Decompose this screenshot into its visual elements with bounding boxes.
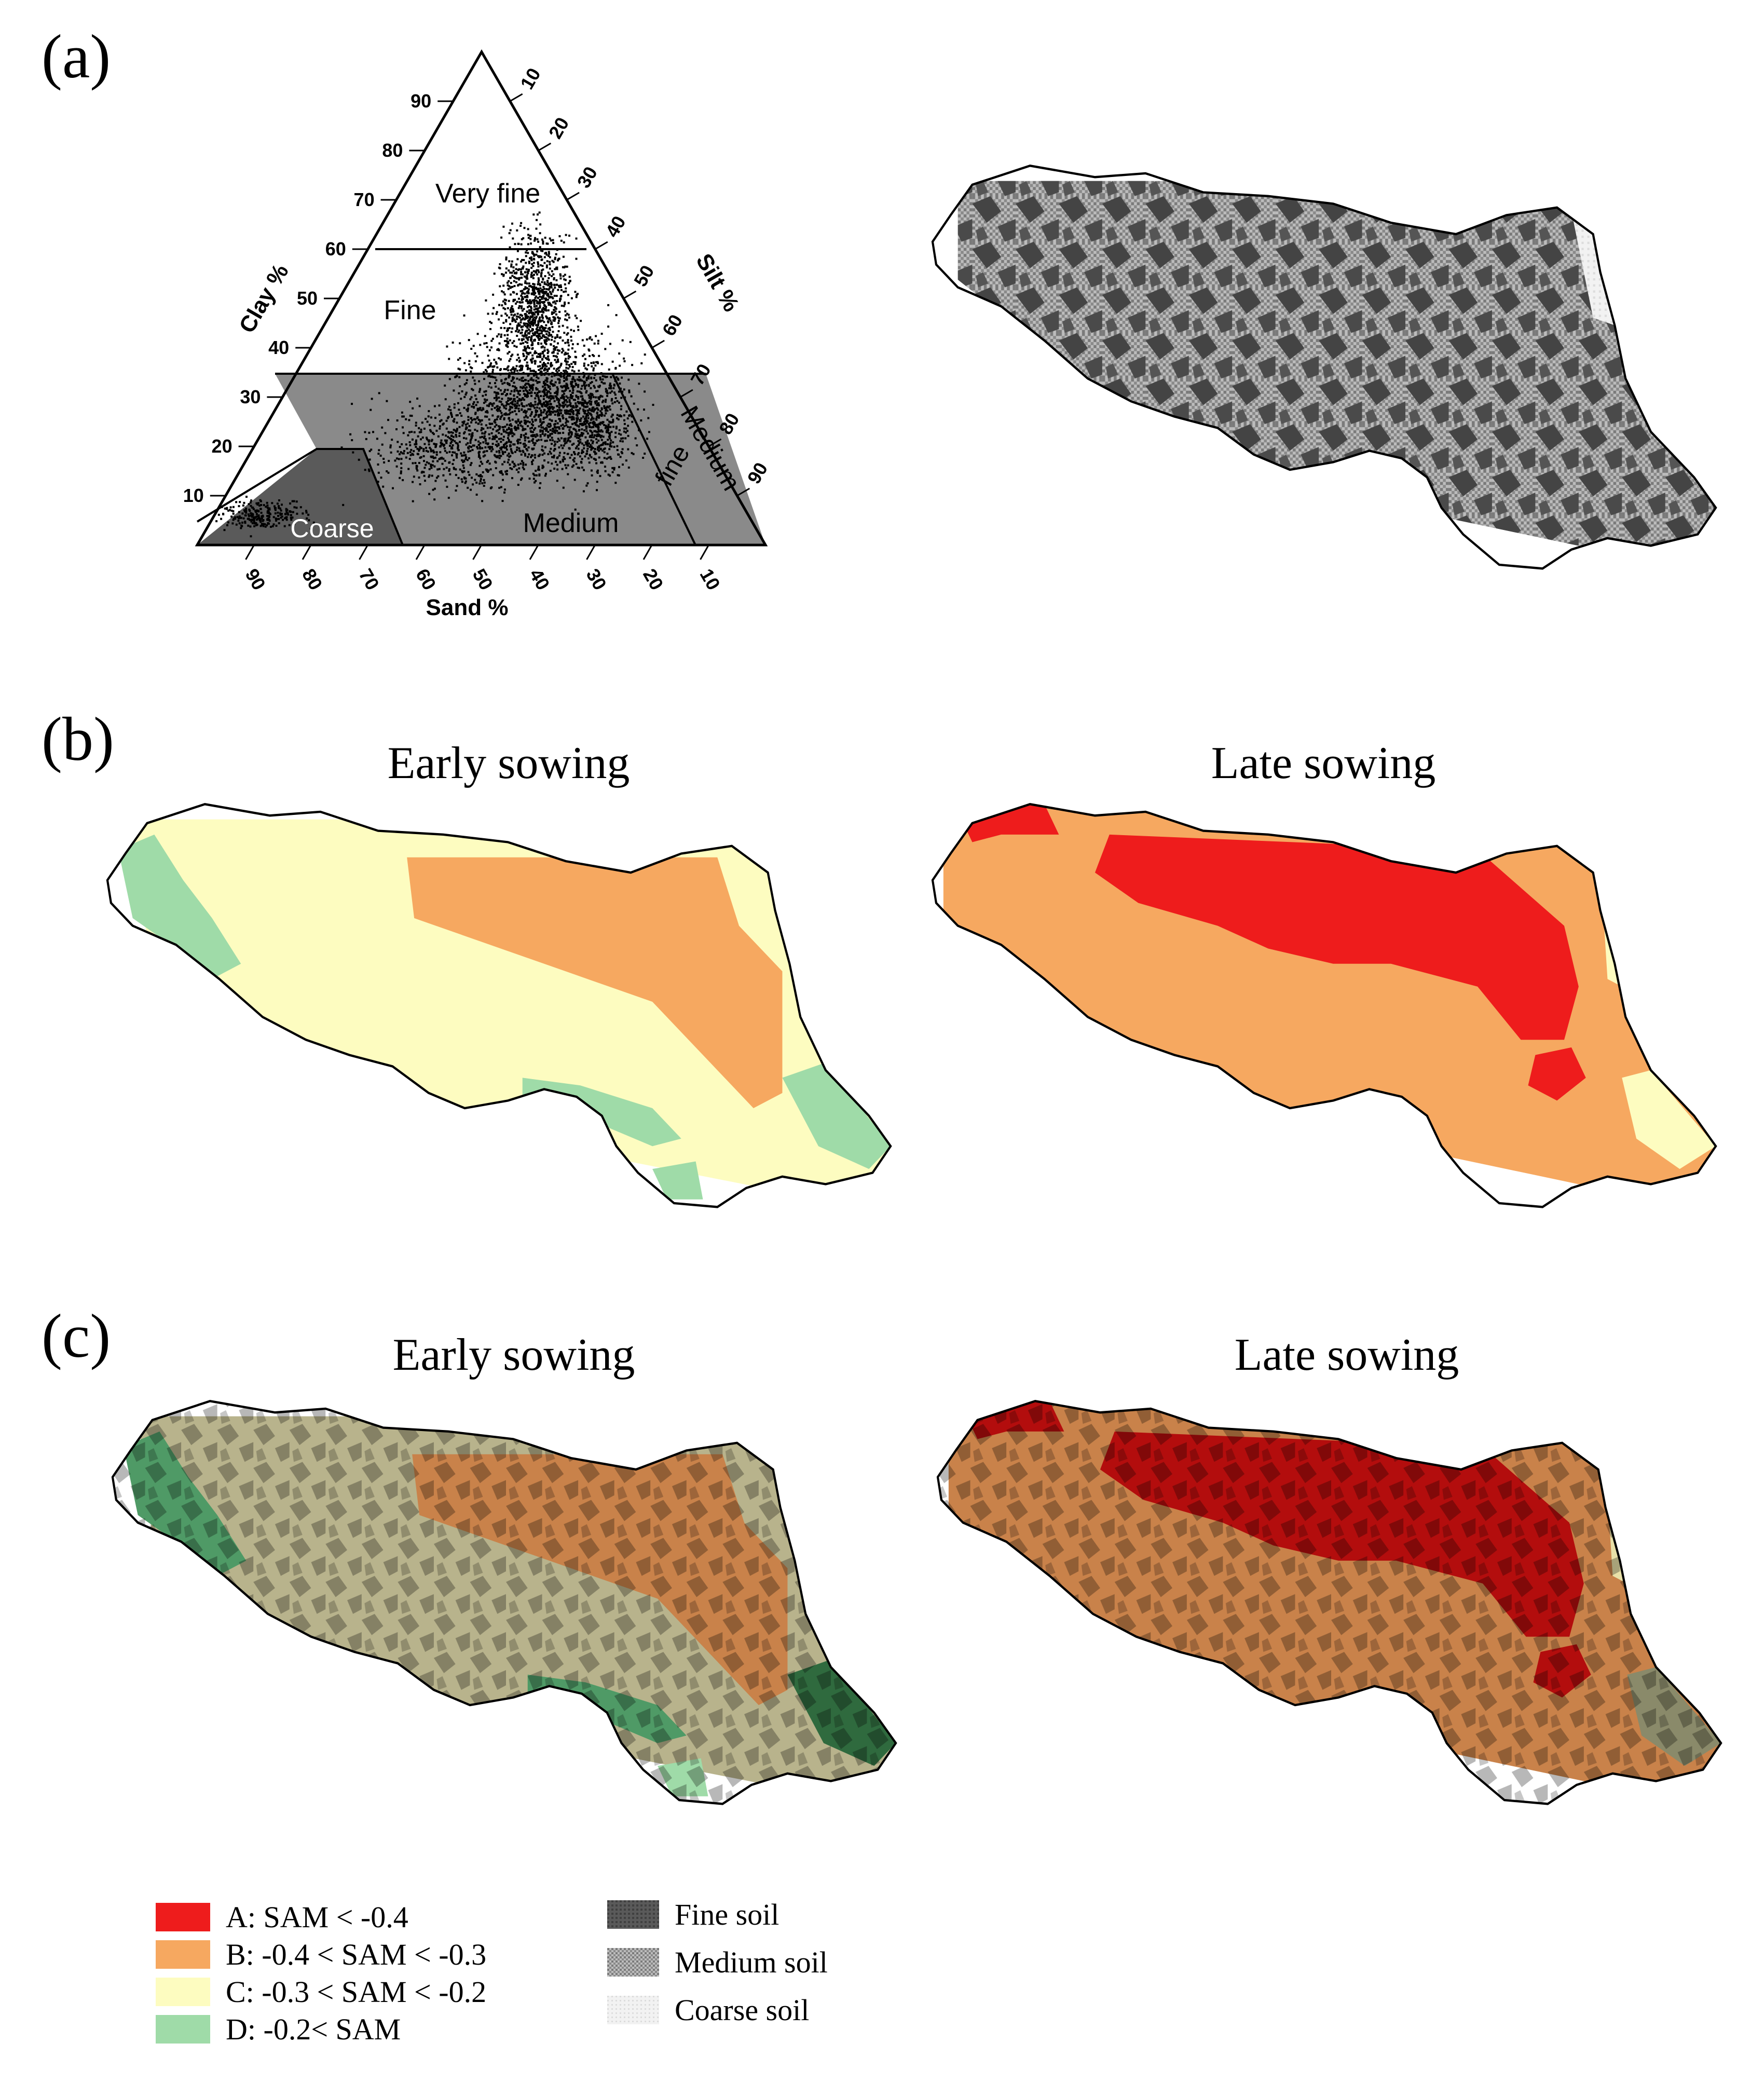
zone-D-west (118, 834, 241, 979)
clay-tick-80: 80 (382, 140, 403, 161)
class-label-coarse: Coarse (290, 514, 374, 543)
medium-zone (275, 374, 765, 545)
soil-fine-medium-area (958, 181, 1716, 569)
legend-label-B: B: -0.4 < SAM < -0.3 (226, 1938, 487, 1971)
legend-label-C: C: -0.3 < SAM < -0.2 (226, 1975, 487, 2009)
class-label-very-fine: Very fine (435, 179, 540, 209)
axis-title-silt: Silt % (691, 250, 744, 316)
zone-C-southeast (1622, 1070, 1716, 1169)
sand-tick-50: 50 (469, 565, 498, 594)
sam-map-b-early (104, 789, 898, 1215)
axis-title-clay: Clay % (234, 260, 294, 337)
legend-label-D: D: -0.2< SAM (226, 2012, 401, 2046)
zone-A-south (1528, 1047, 1586, 1101)
map-title-b-early: Early sowing (387, 738, 630, 788)
sand-tick-80: 80 (298, 565, 327, 594)
clay-tick-10: 10 (183, 485, 204, 506)
sand-tick-10: 10 (696, 565, 725, 594)
legend-item-medium-soil: Medium soil (607, 1945, 828, 1980)
legend-label-medium-soil: Medium soil (675, 1945, 828, 1979)
clay-tick-50: 50 (297, 288, 318, 309)
panel-label-b: (b) (42, 704, 114, 773)
legend-label-fine-soil: Fine soil (675, 1898, 780, 1931)
sam-soil-map-c-late (934, 1386, 1728, 1811)
sand-tick-90: 90 (241, 565, 270, 594)
legend-swatch-coarse-soil (607, 1996, 659, 2024)
sand-tick-20: 20 (639, 565, 668, 594)
legend-swatch-D (156, 2015, 210, 2044)
clay-tick-90: 90 (411, 90, 431, 112)
clay-tick-20: 20 (212, 435, 233, 457)
axis-title-sand: Sand % (426, 595, 509, 620)
legend-item-fine-soil: Fine soil (607, 1897, 779, 1932)
legend-item-B: B: -0.4 < SAM < -0.3 (156, 1937, 486, 1972)
sam-map-b-late (929, 789, 1723, 1215)
panel-label-c: (c) (42, 1301, 111, 1370)
silt-tick-40: 40 (601, 212, 630, 241)
silt-tick-30: 30 (573, 163, 602, 192)
sample-point-cloud (197, 211, 654, 538)
legend-swatch-fine-soil (607, 1900, 659, 1929)
legend-item-D: D: -0.2< SAM (156, 2012, 401, 2047)
class-label-medium: Medium (523, 508, 619, 538)
clay-tick-60: 60 (325, 238, 346, 260)
very-fine-zone (375, 52, 586, 249)
silt-tick-10: 10 (516, 64, 545, 93)
legend-label-A: A: SAM < -0.4 (226, 1900, 408, 1934)
coarse-zone (197, 449, 403, 545)
silt-tick-50: 50 (630, 262, 659, 290)
zone-D-east (782, 1063, 891, 1169)
legend-swatch-C (156, 1978, 210, 2006)
ternary-soil-diagram: Very fine Fine Medium Coarse Medium fine… (183, 49, 772, 620)
sand-tick-60: 60 (412, 565, 441, 594)
map-title-c-early: Early sowing (392, 1330, 635, 1380)
clay-tick-70: 70 (354, 189, 375, 210)
zone-B (407, 857, 783, 1108)
clay-tick-30: 30 (240, 386, 261, 407)
legend-sam-classes: A: SAM < -0.4 B: -0.4 < SAM < -0.3 C: -0… (156, 1900, 675, 2066)
zone-A (1095, 834, 1579, 1040)
legend-label-coarse-soil: Coarse soil (675, 1993, 810, 2027)
legend-swatch-medium-soil (607, 1948, 659, 1977)
map-title-c-late: Late sowing (1234, 1330, 1459, 1380)
legend-item-C: C: -0.3 < SAM < -0.2 (156, 1974, 486, 2009)
legend-swatch-A (156, 1903, 210, 1931)
class-label-fine: Fine (384, 295, 436, 325)
legend-swatch-B (156, 1940, 210, 1969)
sand-tick-40: 40 (525, 565, 554, 594)
soil-texture-map (929, 151, 1723, 576)
silt-tick-20: 20 (544, 114, 573, 142)
clay-tick-40: 40 (268, 337, 289, 358)
sam-soil-map-c-early (109, 1386, 903, 1811)
legend-item-A: A: SAM < -0.4 (156, 1900, 408, 1935)
sand-tick-30: 30 (582, 565, 611, 594)
legend-soil-classes: Fine soil Medium soil Coarse soil (607, 1897, 1022, 2063)
zone-D-southeast (652, 1161, 703, 1200)
legend-item-coarse-soil: Coarse soil (607, 1993, 809, 2027)
sand-tick-70: 70 (355, 565, 384, 594)
panel-label-a: (a) (42, 22, 111, 91)
silt-tick-90: 90 (743, 459, 772, 487)
map-title-b-late: Late sowing (1211, 738, 1436, 788)
